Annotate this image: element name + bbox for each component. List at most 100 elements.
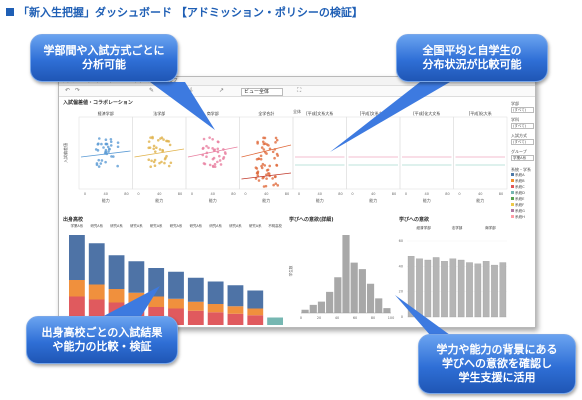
legend-label: 系統D: [515, 191, 525, 195]
scatter-point: [109, 144, 113, 147]
trend-line: [134, 148, 185, 158]
scatter-point: [259, 157, 263, 161]
facet-label: 経済学部: [98, 110, 114, 116]
legend-label: 系統E: [515, 197, 525, 201]
download-icon[interactable]: ⇩: [189, 87, 195, 94]
scatter-point: [109, 140, 113, 144]
scatter-point: [274, 182, 278, 185]
legend-swatch: [511, 209, 514, 212]
hist-bar: [317, 301, 326, 313]
bar-category-label: 研究A系: [209, 223, 222, 228]
legend-item[interactable]: 系統E: [511, 197, 524, 202]
callout-text: や能力の比較・検証: [52, 340, 152, 353]
facet-frame: [399, 116, 454, 190]
legend-item[interactable]: 系統B: [511, 179, 525, 184]
x-tick-label: 40: [104, 192, 108, 196]
scatter-point: [108, 147, 111, 151]
x-tick-label: 20: [317, 316, 321, 320]
scatter-point: [219, 163, 223, 166]
scatter-point: [149, 165, 153, 169]
view-selector[interactable]: ビュー全体: [241, 87, 283, 96]
legend-item[interactable]: 系統H: [511, 215, 525, 220]
callout-text: 分析可能: [82, 58, 126, 71]
callout-text: 分布状況が比較可能: [422, 58, 522, 71]
x-axis-label: 能力: [423, 197, 431, 203]
scatter-point: [274, 141, 277, 144]
scatter-point: [104, 138, 108, 142]
scatter-point: [212, 149, 216, 152]
scatter-point: [221, 157, 225, 160]
x-tick-label: 40: [264, 192, 268, 196]
undo-icon[interactable]: ↶: [65, 87, 71, 94]
scatter-point: [263, 164, 267, 167]
callout-text: 学生支援に活用: [458, 371, 536, 384]
motivation-bar: [499, 262, 507, 318]
scatter-point: [110, 155, 113, 158]
legend-item[interactable]: 系統G: [511, 209, 525, 214]
scatter-point: [272, 183, 275, 187]
legend-swatch: [511, 179, 514, 182]
scatter-point: [158, 161, 161, 165]
facet-label: [平成]化大文系: [413, 110, 440, 116]
legend-item[interactable]: 系統D: [511, 191, 525, 196]
fullscreen-icon[interactable]: ⛶: [297, 87, 302, 94]
x-tick-label: 0: [458, 192, 460, 196]
legend-item[interactable]: 系統C: [511, 185, 525, 190]
bar-segment: [69, 235, 85, 280]
scatter-point: [256, 142, 259, 145]
scatter-point: [148, 146, 152, 149]
bar-segment: [247, 308, 264, 316]
bar-segment: [207, 304, 224, 313]
legend-swatch: [511, 203, 514, 206]
scatter-point: [255, 171, 259, 175]
x-tick-label: 40: [335, 316, 339, 320]
school-bar-chart: 学業A系 研究A系 研究A系 研究A系 研究A系 研究A系 研究A系 研究A系 研究A系 研究A系…: [69, 223, 283, 325]
trend-line: [80, 150, 131, 158]
legend-label: 系統F: [515, 203, 525, 207]
x-axis-label: 能力: [476, 197, 484, 203]
scatter-point: [211, 165, 215, 169]
faculty-filter[interactable]: (すべて): [511, 107, 534, 113]
scatter-point: [273, 156, 276, 160]
scatter-point: [116, 145, 120, 149]
pin-icon[interactable]: ✎: [149, 87, 155, 94]
share-icon[interactable]: ↗: [219, 87, 225, 94]
scatter-point: [105, 142, 108, 146]
bar-segment: [128, 261, 145, 293]
type-filter[interactable]: (すべて): [511, 139, 534, 145]
scatter-point: [167, 164, 171, 168]
group-filter[interactable]: 学業A系: [511, 155, 534, 161]
x-tick-label: 80: [392, 192, 396, 196]
trend-line: [241, 172, 292, 180]
motivation-histogram: 学生数 0 20 40 60 80 100: [288, 235, 394, 320]
redo-icon[interactable]: ↷: [75, 87, 81, 94]
callout-bottom-left: 出身高校ごとの入試結果 や能力の比較・検証: [26, 316, 178, 364]
correlation-center-header: 全体: [293, 109, 301, 114]
bar-category-label: 研究A系: [170, 223, 183, 228]
scatter-point: [268, 147, 272, 151]
bar-segment: [187, 277, 204, 302]
type-filter-label: 入試方式: [511, 133, 527, 138]
scatter-point: [213, 162, 217, 166]
bar-segment: [227, 285, 244, 307]
dept-filter[interactable]: (すべて): [511, 123, 534, 129]
scatter-point: [97, 142, 100, 146]
callout-text: 学びへの意欲を確認し: [442, 357, 552, 370]
motivation-bar: [457, 259, 465, 318]
legend-swatch: [511, 197, 514, 200]
menu-item[interactable]: ヘルプ: [163, 79, 178, 84]
scatter-point: [218, 154, 221, 158]
legend-item[interactable]: 系統F: [511, 203, 524, 208]
x-tick-label: 40: [318, 192, 322, 196]
scatter-point: [116, 141, 120, 144]
x-tick-label: 0: [405, 192, 407, 196]
legend-swatch: [511, 215, 514, 218]
scatter-point: [112, 155, 115, 158]
legend-item[interactable]: 系統A: [511, 173, 525, 178]
x-axis-label: 能力: [209, 197, 217, 203]
scatter-point: [276, 184, 280, 187]
x-tick-label: 40: [425, 192, 429, 196]
motivation-bar: [466, 262, 473, 318]
bar-category-label: 不明高校: [268, 223, 282, 228]
